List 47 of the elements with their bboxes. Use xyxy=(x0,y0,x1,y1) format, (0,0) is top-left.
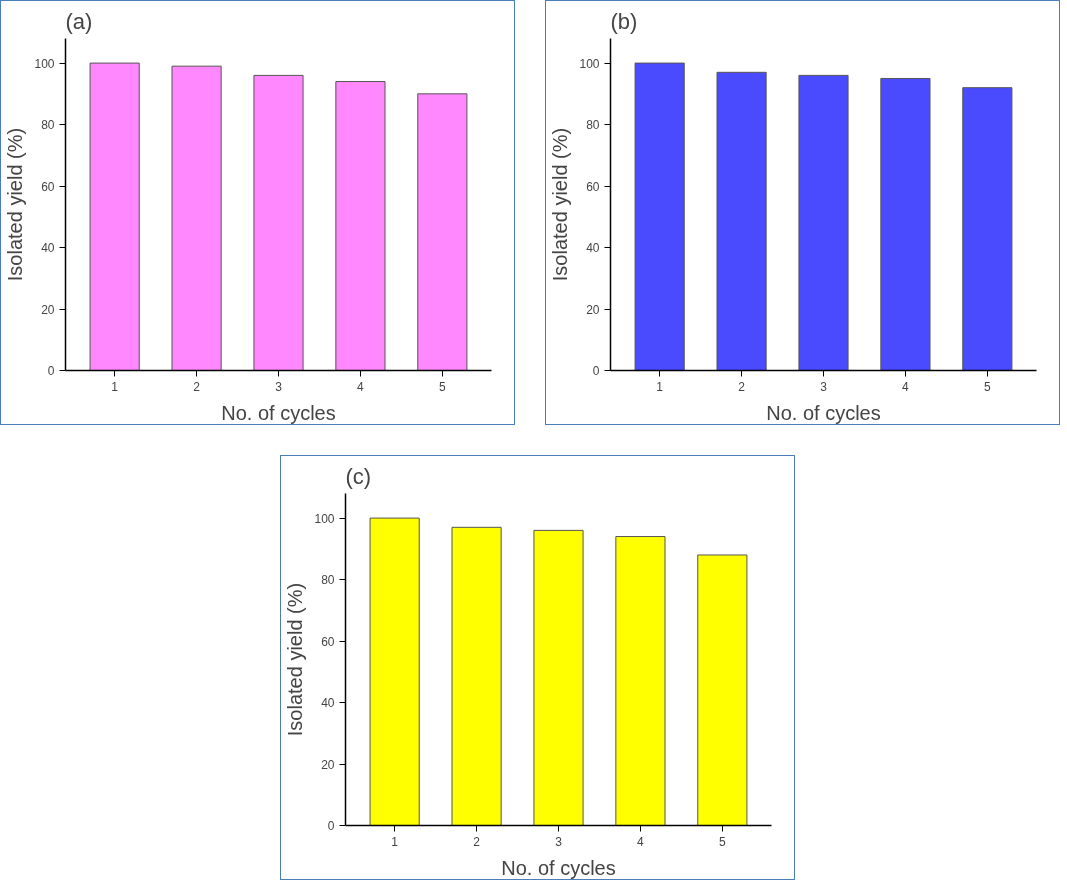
x-tick-label: 2 xyxy=(473,834,481,849)
chart-title: (a) xyxy=(65,8,93,34)
x-tick-label: 4 xyxy=(637,834,645,849)
x-tick-label: 3 xyxy=(820,379,828,394)
y-tick-label: 100 xyxy=(579,56,600,71)
y-tick-label: 60 xyxy=(586,179,600,194)
y-tick-label: 40 xyxy=(41,241,55,256)
bar xyxy=(615,536,666,826)
y-axis-title: Isolated yield (%) xyxy=(284,582,307,737)
x-tick-label: 4 xyxy=(902,379,910,394)
x-tick-label: 5 xyxy=(984,379,992,394)
bar xyxy=(451,526,502,826)
x-tick-label: 4 xyxy=(357,379,365,394)
x-axis-title: No. of cycles xyxy=(501,856,616,879)
chart-title: (b) xyxy=(610,8,638,34)
y-tick-label: 100 xyxy=(34,56,55,71)
x-tick-label: 3 xyxy=(275,379,283,394)
x-tick-label: 1 xyxy=(111,379,119,394)
x-axis-title: No. of cycles xyxy=(221,401,336,424)
x-axis-title: No. of cycles xyxy=(766,401,881,424)
y-tick-label: 40 xyxy=(586,241,600,256)
y-tick-label: 0 xyxy=(327,819,335,833)
bar xyxy=(369,517,420,826)
x-tick-label: 3 xyxy=(555,834,563,849)
bar xyxy=(697,554,748,826)
chart-title: (c) xyxy=(345,463,372,489)
y-tick-label: 80 xyxy=(586,118,600,133)
bar xyxy=(533,529,584,826)
y-tick-label: 20 xyxy=(41,302,55,317)
y-tick-label: 0 xyxy=(47,364,55,378)
x-tick-label: 1 xyxy=(656,379,664,394)
y-axis-title: Isolated yield (%) xyxy=(4,127,27,282)
y-axis-title: Isolated yield (%) xyxy=(549,127,572,282)
y-tick-label: 0 xyxy=(592,364,600,378)
y-tick-label: 60 xyxy=(41,179,55,194)
x-tick-label: 5 xyxy=(719,834,727,849)
x-tick-label: 2 xyxy=(193,379,201,394)
x-tick-label: 2 xyxy=(738,379,746,394)
y-tick-label: 80 xyxy=(321,573,335,588)
y-tick-label: 20 xyxy=(321,757,335,772)
y-tick-label: 100 xyxy=(314,511,335,526)
y-tick-label: 20 xyxy=(586,302,600,317)
y-tick-label: 80 xyxy=(41,118,55,133)
y-tick-label: 60 xyxy=(321,634,335,649)
y-tick-label: 40 xyxy=(321,696,335,711)
x-tick-label: 5 xyxy=(439,379,447,394)
x-tick-label: 1 xyxy=(391,834,399,849)
